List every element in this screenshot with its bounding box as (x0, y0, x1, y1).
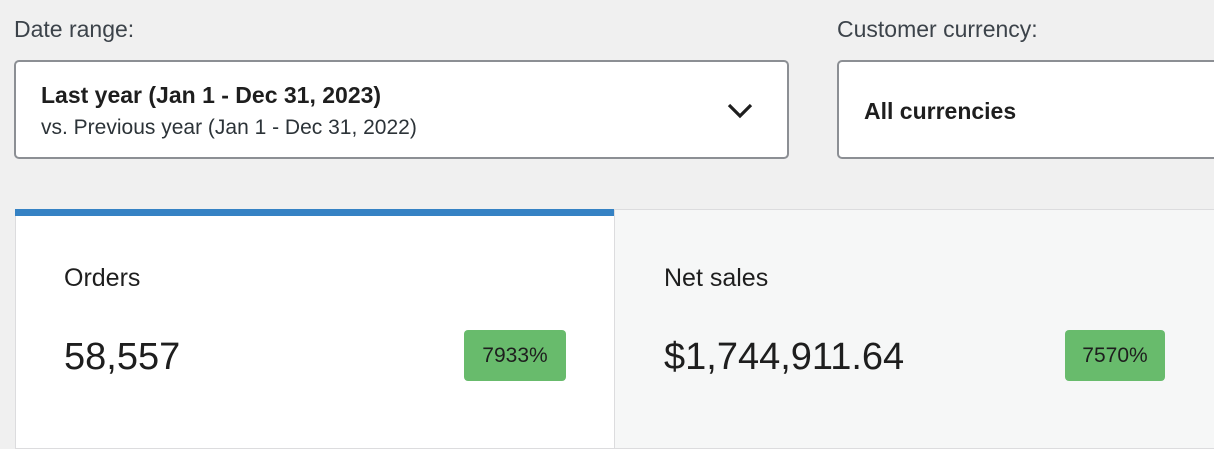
currency-label: Customer currency: (837, 16, 1038, 42)
chevron-icon (727, 103, 753, 119)
metric-tile[interactable] (614, 209, 1214, 449)
currency-select[interactable]: All currencies (837, 60, 1214, 159)
metric-value: $1,744,911.64 (664, 336, 905, 378)
date-range-primary: Last year (Jan 1 - Dec 31, 2023) (41, 82, 382, 108)
date-range-secondary: vs. Previous year (Jan 1 - Dec 31, 2022) (41, 116, 417, 139)
metric-delta: 7570% (1065, 330, 1165, 381)
metric-value: 58,557 (64, 336, 181, 378)
metric-label: Orders (64, 264, 141, 292)
date-range-select[interactable]: Last year (Jan 1 - Dec 31, 2023) vs. Pre… (14, 60, 789, 159)
date-range-label: Date range: (14, 16, 135, 42)
metric-label: Net sales (664, 264, 769, 292)
currency-value: All currencies (864, 98, 1017, 124)
metric-tile[interactable] (15, 209, 615, 449)
metric-delta: 7933% (464, 330, 566, 381)
selected-indicator (15, 209, 615, 216)
